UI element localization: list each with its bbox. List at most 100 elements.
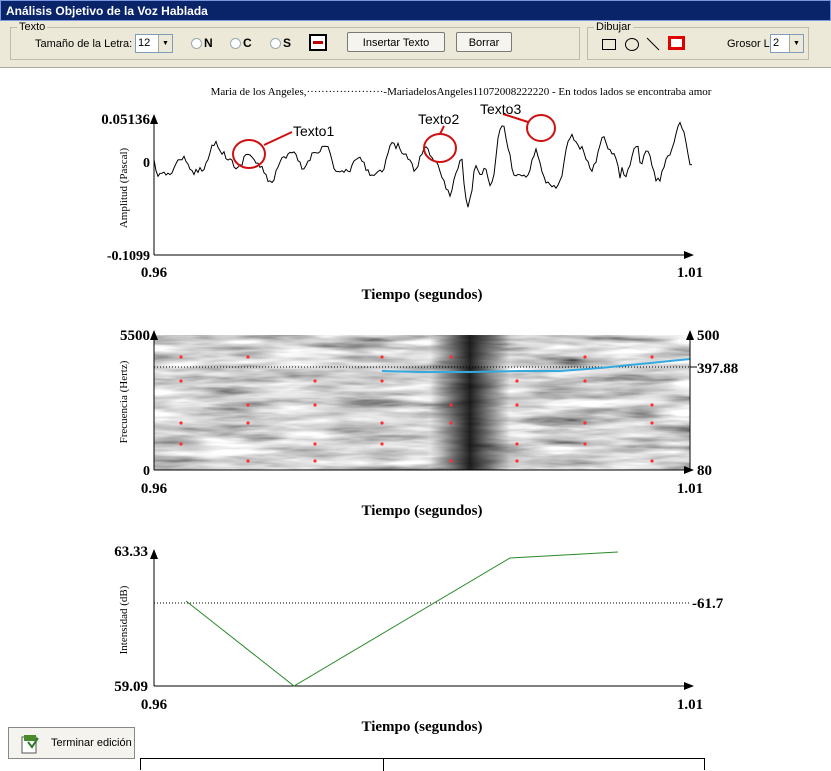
formant-dots [179,355,654,463]
waveform-y-zero: 0 [143,156,150,171]
rectangle-tool-icon[interactable] [602,39,616,50]
formant-dot [246,421,250,425]
spectrogram-x-min: 0.96 [141,481,168,497]
statistics-table [140,758,705,771]
font-size-select[interactable]: 12 ▼ [135,34,173,53]
formant-dot [583,379,587,383]
annotation-text-2[interactable]: Texto2 [418,111,459,127]
formant-dot [313,403,317,407]
recording-caption: Maria de los Angeles,···················… [211,86,712,98]
finish-editing-label: Terminar edición [51,737,132,749]
bold-radio[interactable] [191,38,202,49]
formant-dot [380,442,384,446]
stats-divider [383,759,384,771]
color-swatch-icon [313,41,323,44]
texto-group: Texto Tamaño de la Letra: 12 ▼ N C S Ins… [10,21,580,60]
chevron-down-icon[interactable]: ▼ [789,35,803,52]
intensity-y-max: 63.33 [114,544,148,560]
waveform-trace [153,121,693,208]
formant-dot [650,459,654,463]
intensity-y-min: 59.09 [114,679,148,695]
formant-dot [380,379,384,383]
waveform-y-label: Amplitud (Pascal) [118,147,130,228]
waveform-y-min: -0.1099 [107,249,150,264]
ellipse-tool-icon[interactable] [625,38,639,51]
spectrogram-dark-band [430,335,510,470]
cursive-radio[interactable] [230,38,241,49]
spectrogram-x-label: Tiempo (segundos) [362,503,483,519]
intensity-chart: 63.33 59.09 -61.7 0.96 1.01 Tiempo (segu… [114,544,724,735]
spectrogram-right-arrow [686,330,694,340]
annotation-ellipse-3[interactable] [526,114,556,142]
waveform-chart: 0.05136 0 -0.1099 0.96 1.01 Tiempo (segu… [101,101,703,303]
formant-dot [380,355,384,359]
underline-label: S [283,36,292,50]
annotation-text-1[interactable]: Texto1 [293,123,334,139]
formant-dot [650,355,654,359]
formant-dot [246,403,250,407]
formant-dot [650,421,654,425]
spectrogram-x-arrow [684,466,694,474]
delete-button[interactable]: Borrar [456,32,512,52]
formant-dot [583,421,587,425]
formant-dot [449,355,453,359]
intensity-y-arrow [150,549,158,559]
pitch-axis-min: 80 [697,463,712,479]
formant-dot [179,355,183,359]
dibujar-group: Dibujar Grosor Linea: 2 ▼ [587,21,809,60]
toolbar: Texto Tamaño de la Letra: 12 ▼ N C S Ins… [0,21,831,68]
intensity-trace [185,551,619,687]
spectrogram-y-arrow [150,330,158,340]
formant-dot [179,442,183,446]
intensity-x-min: 0.96 [141,697,168,713]
spectrogram-x-max: 1.01 [677,481,703,497]
formant-dot [313,379,317,383]
formant-dot [515,459,519,463]
spectrogram-y-max: 5500 [120,328,150,344]
window-title: Análisis Objetivo de la Voz Hablada [6,4,208,18]
formant-dot [246,355,250,359]
waveform-y-max: 0.05136 [101,112,150,128]
formant-dot [515,442,519,446]
bold-label: N [204,36,213,50]
insert-text-button[interactable]: Insertar Texto [347,32,445,52]
chevron-down-icon[interactable]: ▼ [158,35,172,52]
pitch-axis-max: 500 [697,328,720,344]
waveform-x-arrow [684,251,694,259]
intensity-mean-value: -61.7 [692,596,724,612]
font-size-value: 12 [138,37,151,49]
formant-dot [449,459,453,463]
spectrogram-chart: 5500 0 500 397.88 80 0.96 1.01 Tiempo (s… [118,328,738,519]
formant-dot [246,459,250,463]
thickness-value: 2 [773,37,780,49]
line-tool-icon[interactable] [646,37,660,51]
formant-dot [179,421,183,425]
formant-dot [650,403,654,407]
finish-editing-button[interactable]: Terminar edición [8,727,135,759]
annotation-ellipse-2[interactable] [423,133,457,163]
font-size-label: Tamaño de la Letra: [35,38,133,50]
annotation-line-3 [502,113,529,123]
spectrogram-y-label: Frecuencia (Hertz) [118,360,130,443]
intensity-x-max: 1.01 [677,697,703,713]
formant-dot [313,442,317,446]
line-color-button[interactable] [668,36,685,50]
pitch-mean-value: 397.88 [697,361,738,377]
formant-dot [515,379,519,383]
window-title-bar: Análisis Objetivo de la Voz Hablada [0,0,831,21]
spectrogram-image [154,335,690,470]
annotation-ellipse-1[interactable] [232,139,266,169]
underline-radio[interactable] [270,38,281,49]
waveform-y-arrow [150,114,158,124]
annotation-text-3[interactable]: Texto3 [480,101,521,117]
pitch-contour [381,358,691,373]
waveform-x-min: 0.96 [141,265,168,281]
thickness-select[interactable]: 2 ▼ [770,34,804,53]
cursive-label: C [243,36,252,50]
annotation-line-2 [439,125,445,135]
save-document-icon [21,735,39,754]
formant-dot [449,421,453,425]
text-color-button[interactable] [309,34,327,51]
formant-dot [583,442,587,446]
